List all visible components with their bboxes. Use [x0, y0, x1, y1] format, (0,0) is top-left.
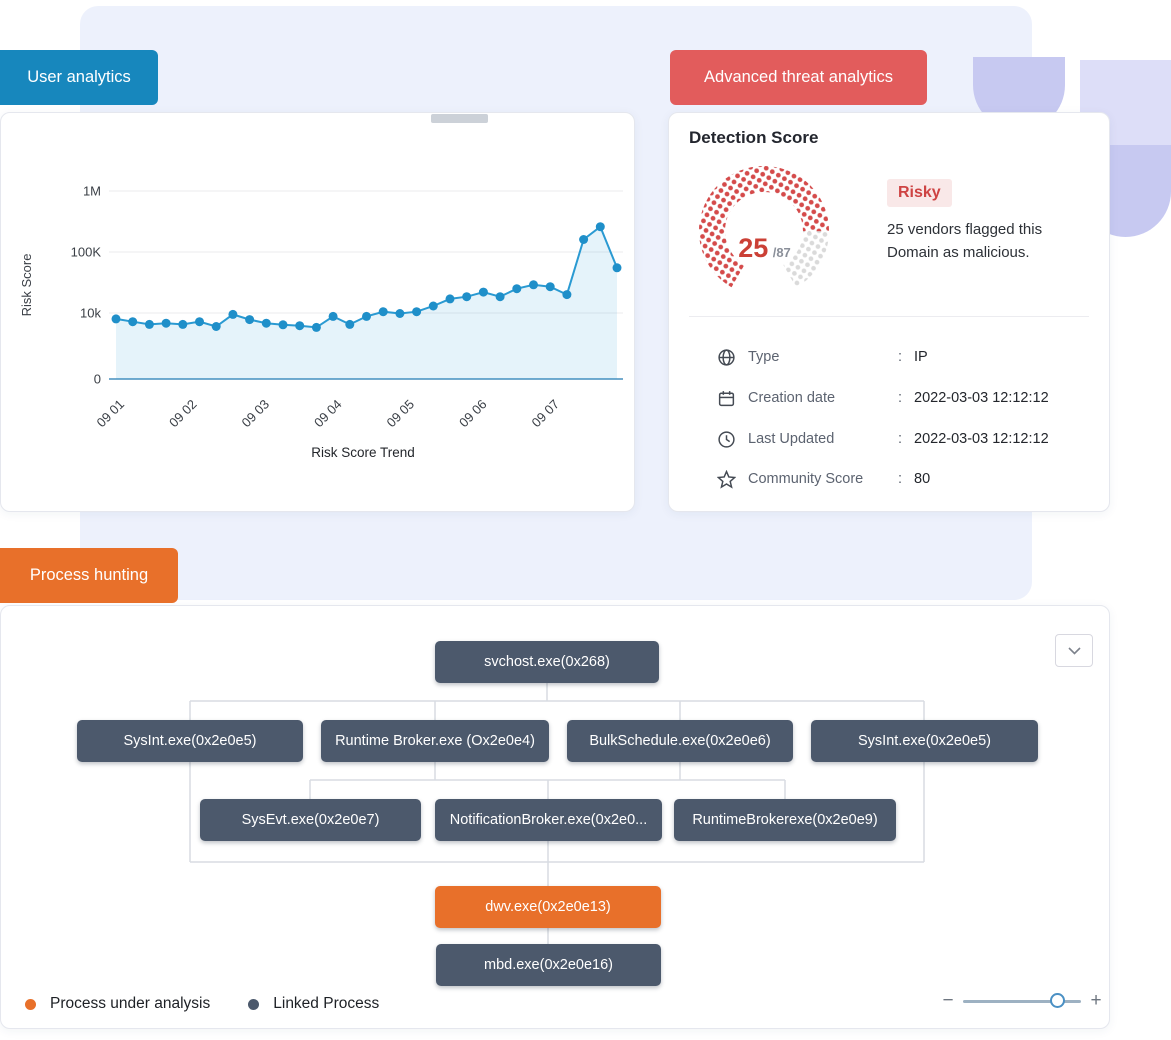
globe-icon	[716, 347, 736, 367]
process-node-notificationbroker[interactable]: NotificationBroker.exe(0x2e0...	[435, 799, 662, 841]
zoom-handle[interactable]	[1050, 992, 1066, 1008]
risk-score-trend-card: 1M 100K 10k 0 09 01 09 02 09 03 09 04 09 05 09 06…	[0, 112, 635, 512]
row-label: Community Score	[748, 471, 864, 487]
detection-description: 25 vendors flagged this Domain as malici…	[887, 221, 1043, 262]
chart-legend-handle[interactable]	[431, 114, 488, 123]
process-hunting-label: Process hunting	[29, 566, 149, 584]
separator: :	[898, 349, 903, 365]
svg-text:Risk Score Trend: Risk Score Trend	[311, 445, 415, 460]
chevron-down-icon	[1067, 646, 1081, 655]
svg-text:09 01: 09 01	[94, 397, 128, 431]
process-node-sysevt[interactable]: SysEvt.exe(0x2e0e7)	[200, 799, 421, 841]
calendar-icon	[716, 388, 736, 408]
detection-row-type: Type : IP	[716, 337, 1089, 377]
process-node-runtime-broker[interactable]: Runtime Broker.exe (Ox2e0e4)	[321, 720, 549, 762]
svg-text:09 06: 09 06	[456, 397, 490, 431]
separator: :	[898, 431, 903, 447]
process-node-under-analysis[interactable]: dwv.exe(0x2e0e13)	[435, 886, 661, 928]
svg-text:09 07: 09 07	[529, 397, 563, 431]
svg-text:09 04: 09 04	[311, 397, 345, 431]
row-value: 2022-03-03 12:12:12	[914, 431, 1049, 447]
detection-row-creation-date: Creation date : 2022-03-03 12:12:12	[716, 378, 1089, 418]
star-icon	[716, 469, 736, 489]
detection-score-title: Detection Score	[689, 128, 819, 147]
svg-text:09 02: 09 02	[166, 397, 200, 431]
score-value: 25	[738, 233, 769, 263]
advanced-threat-analytics-badge[interactable]: Advanced threat analytics	[670, 50, 927, 105]
detection-score-card: Detection Score 25 /87	[668, 112, 1110, 512]
process-node-mbd[interactable]: mbd.exe(0x2e0e16)	[436, 944, 661, 986]
legend-item-linked: Linked Process	[248, 995, 379, 1013]
svg-text:1M: 1M	[83, 184, 101, 199]
svg-text:09 03: 09 03	[239, 397, 273, 431]
process-node-bulkschedule[interactable]: BulkSchedule.exe(0x2e0e6)	[567, 720, 793, 762]
detection-row-last-updated: Last Updated : 2022-03-03 12:12:12	[716, 419, 1089, 459]
separator: :	[898, 390, 903, 406]
legend-item-analysis: Process under analysis	[25, 995, 210, 1013]
tree-legend: Process under analysis Linked Process	[25, 995, 379, 1013]
process-node-sysint-2[interactable]: SysInt.exe(0x2e0e5)	[811, 720, 1038, 762]
process-node-runtimebrokerexe[interactable]: RuntimeBrokerexe(0x2e0e9)	[674, 799, 896, 841]
row-label: Type	[748, 349, 780, 365]
zoom-in-button[interactable]: +	[1090, 990, 1102, 1011]
advanced-threat-analytics-label: Advanced threat analytics	[704, 68, 893, 86]
zoom-track[interactable]	[963, 992, 1081, 1008]
tree-options-dropdown[interactable]	[1055, 634, 1093, 667]
row-value: IP	[914, 349, 928, 365]
separator: :	[898, 471, 903, 487]
slate-dot-icon	[248, 998, 260, 1010]
row-label: Creation date	[748, 390, 836, 406]
clock-icon	[716, 429, 736, 449]
row-label: Last Updated	[748, 431, 835, 447]
orange-dot-icon	[25, 998, 36, 1010]
process-hunting-badge[interactable]: Process hunting	[0, 548, 178, 603]
legend-label: Process under analysis	[50, 995, 211, 1012]
risk-score-chart: 1M 100K 10k 0 09 01 09 02 09 03 09 04 09 05 09 06…	[19, 184, 623, 460]
zoom-slider: − +	[939, 987, 1105, 1015]
process-hunting-panel: svchost.exe(0x268) SysInt.exe(0x2e0e5) R…	[0, 605, 1110, 1029]
divider	[689, 316, 1089, 317]
svg-text:100K: 100K	[71, 245, 102, 260]
row-value: 80	[914, 471, 931, 487]
detection-gauge: 25 /87	[677, 159, 852, 299]
process-node-sysint[interactable]: SysInt.exe(0x2e0e5)	[77, 720, 303, 762]
svg-text:09 05: 09 05	[384, 397, 418, 431]
tree-connectors	[189, 683, 925, 944]
detection-row-community-score: Community Score : 80	[716, 459, 1089, 499]
gauge-score: 25 /87	[677, 233, 852, 264]
gauge-arc	[699, 166, 829, 296]
user-analytics-label: User analytics	[27, 68, 131, 86]
user-analytics-badge[interactable]: User analytics	[0, 50, 158, 105]
score-max: /87	[772, 245, 791, 260]
svg-text:Risk Score: Risk Score	[19, 254, 34, 317]
row-value: 2022-03-03 12:12:12	[914, 390, 1049, 406]
process-node-root[interactable]: svchost.exe(0x268)	[435, 641, 659, 683]
svg-text:0: 0	[94, 372, 101, 387]
zoom-out-button[interactable]: −	[942, 990, 954, 1011]
svg-text:10k: 10k	[80, 306, 101, 321]
risk-level-badge: Risky	[887, 179, 952, 207]
legend-label: Linked Process	[273, 995, 380, 1012]
